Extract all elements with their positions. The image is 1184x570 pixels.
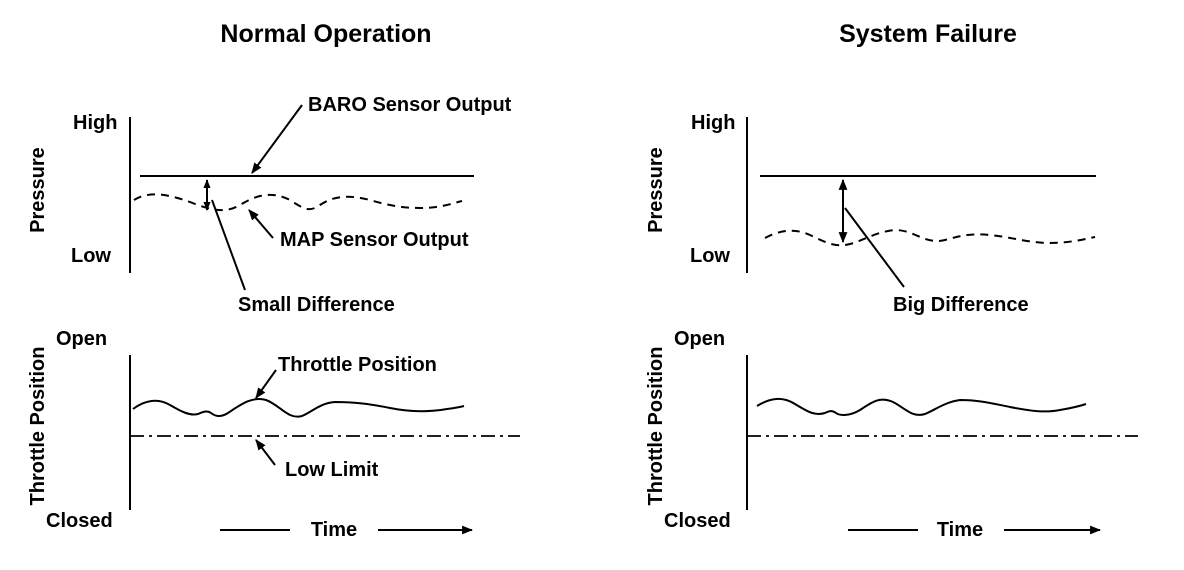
normal-closed-label: Closed (46, 510, 113, 532)
failure-map-line (764, 228, 1096, 247)
normal-map-leader (248, 209, 274, 239)
failure-closed-label: Closed (664, 510, 731, 532)
normal-throttle-axis-label: Throttle Position (27, 347, 49, 506)
failure-title: System Failure (839, 20, 1017, 48)
normal-difference-label: Small Difference (238, 294, 395, 316)
normal-throttle-leader (255, 369, 277, 399)
normal-low-label: Low (71, 245, 111, 267)
normal-pressure-axis-label: Pressure (27, 147, 49, 233)
normal-operation-panel: Normal Operation Pressure High Low BARO … (27, 20, 520, 541)
normal-baro-leader (251, 104, 303, 174)
normal-low-limit-label: Low Limit (285, 459, 379, 481)
failure-high-label: High (691, 112, 735, 134)
normal-difference-leader (211, 199, 246, 291)
normal-time-label: Time (311, 519, 357, 541)
failure-throttle-axis-label: Throttle Position (645, 347, 667, 506)
normal-open-label: Open (56, 328, 107, 350)
system-failure-panel: System Failure Pressure High Low Big Dif… (645, 20, 1138, 541)
failure-difference-label: Big Difference (893, 294, 1029, 316)
normal-high-label: High (73, 112, 117, 134)
failure-low-label: Low (690, 245, 730, 267)
failure-open-label: Open (674, 328, 725, 350)
failure-pressure-axis-label: Pressure (645, 147, 667, 233)
normal-map-label: MAP Sensor Output (280, 229, 469, 251)
normal-throttle-line (132, 398, 465, 418)
normal-baro-label: BARO Sensor Output (308, 94, 512, 116)
normal-map-line (133, 193, 463, 212)
failure-time-label: Time (937, 519, 983, 541)
normal-title: Normal Operation (220, 20, 431, 48)
failure-throttle-line (756, 398, 1087, 416)
normal-low-limit-leader (255, 439, 276, 466)
normal-throttle-label: Throttle Position (278, 354, 437, 376)
failure-difference-leader (844, 207, 905, 288)
